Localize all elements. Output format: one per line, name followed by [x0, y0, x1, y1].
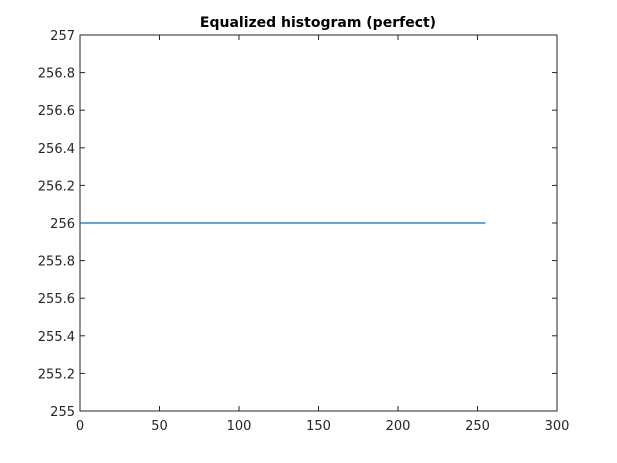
y-tick-label: 256 — [50, 217, 75, 232]
x-tick-label: 300 — [545, 419, 570, 434]
x-tick-label: 100 — [227, 419, 252, 434]
y-tick-label: 257 — [50, 29, 75, 44]
x-tick-label: 150 — [306, 419, 331, 434]
y-tick-label: 255.4 — [38, 330, 75, 345]
y-tick-label: 255.8 — [38, 255, 75, 270]
x-tick-label: 0 — [76, 419, 84, 434]
x-tick-label: 50 — [151, 419, 168, 434]
chart-title: Equalized histogram (perfect) — [200, 15, 436, 31]
y-tick-label: 255 — [50, 405, 75, 420]
x-tick-label: 250 — [465, 419, 490, 434]
y-tick-label: 256.8 — [38, 67, 75, 82]
y-tick-label: 255.2 — [38, 367, 75, 382]
axes: 0 50 100 150 200 250 300 255 255.2 255.4 255.6 255.… — [38, 29, 570, 434]
y-tick-label: 256.4 — [38, 142, 75, 157]
y-tick-label: 256.6 — [38, 104, 75, 119]
y-tick-label: 256.2 — [38, 179, 75, 194]
y-tick-label: 255.6 — [38, 292, 75, 307]
x-tick-label: 200 — [386, 419, 411, 434]
